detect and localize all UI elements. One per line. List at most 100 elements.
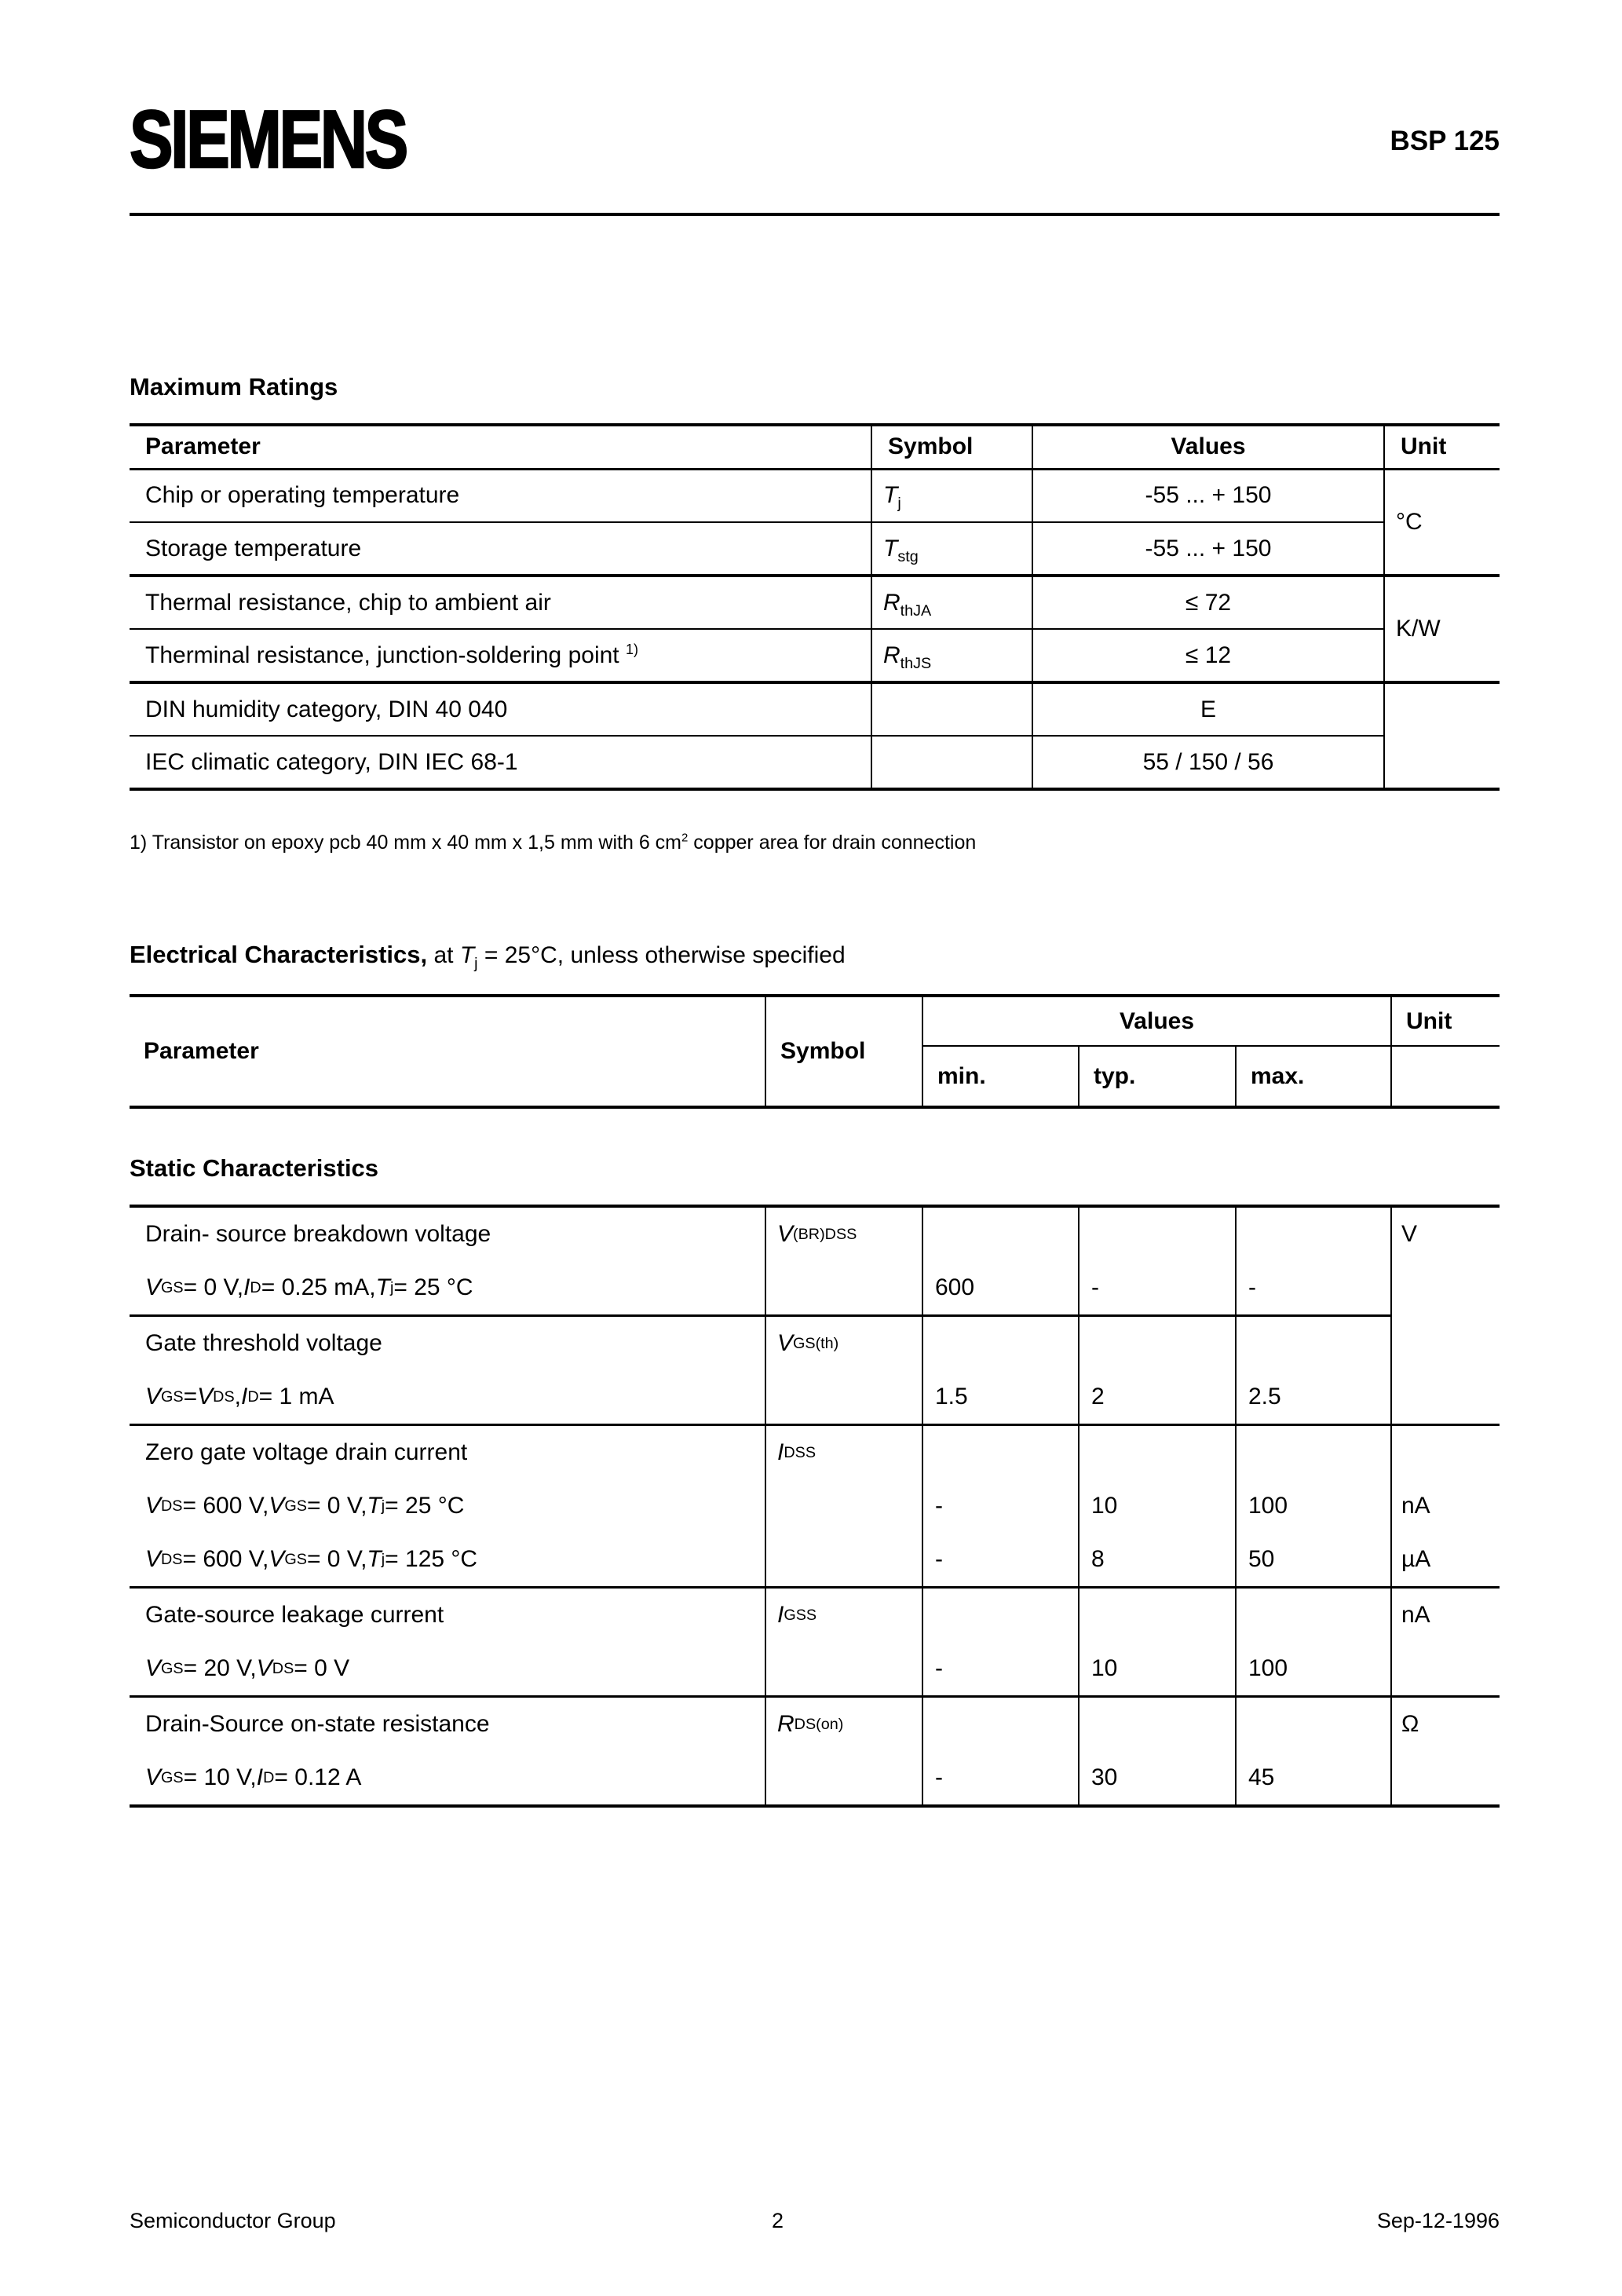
symbol-cell	[871, 735, 1032, 790]
value-cell: 55 / 150 / 56	[1032, 735, 1384, 790]
symbol-cell: Tj	[871, 469, 1032, 523]
spacer	[1080, 1208, 1235, 1261]
max-value: 100	[1248, 1493, 1288, 1519]
row-din-humidity: DIN humidity category, DIN 40 040 E	[130, 681, 1500, 790]
parameter-cell: Chip or operating temperature	[145, 482, 460, 509]
min-cell: - -	[922, 1424, 1079, 1588]
parameter-cell: Storage temperature	[130, 521, 871, 576]
spacer	[923, 1317, 1078, 1370]
symbol-cell: RthJA	[871, 574, 1032, 630]
typ-cell: 10	[1078, 1586, 1236, 1697]
typ-value: -	[1091, 1274, 1099, 1301]
typ-cell: 10 8	[1078, 1424, 1236, 1588]
min-cell: -	[922, 1695, 1079, 1807]
spacer	[923, 1698, 1078, 1751]
value-cell: E	[1032, 681, 1384, 737]
max-ratings-table: Parameter Symbol Values Unit Chip or ope…	[130, 423, 1500, 792]
unit-value: µA	[1401, 1546, 1431, 1573]
spacer	[1080, 1589, 1235, 1642]
spacer	[1237, 1208, 1390, 1261]
max-value: 2.5	[1248, 1384, 1281, 1410]
min-value: -	[935, 1764, 943, 1791]
part-number: BSP 125	[1390, 126, 1500, 156]
symbol-cell: Tstg	[871, 521, 1032, 576]
max-value: 45	[1248, 1764, 1275, 1791]
electrical-header-table: Parameter Symbol Values Unit min. typ. m…	[130, 994, 1500, 1110]
parameter-name: Gate threshold voltage	[145, 1330, 382, 1357]
footnote: 1) Transistor on epoxy pcb 40 mm x 40 mm…	[130, 831, 977, 854]
symbol-cell: R DS(on)	[765, 1695, 922, 1807]
max-cell: 2.5	[1235, 1314, 1391, 1425]
row-thermal-resistance-soldering: Therminal resistance, junction-soldering…	[130, 628, 1500, 683]
unit-cell: V	[1390, 1206, 1500, 1425]
footer-group-name: Semiconductor Group	[130, 2209, 336, 2232]
electrical-characteristics-title: Electrical Characteristics, at Tj = 25°C…	[130, 941, 1500, 971]
unit-subheader-empty	[1390, 1046, 1500, 1108]
max-cell: 45	[1235, 1695, 1391, 1807]
parameter-cell: Gate-source leakage current V GS = 20 V, …	[130, 1586, 765, 1697]
col-header-min: min.	[922, 1046, 1079, 1108]
value-cell: -55 ... + 150	[1032, 469, 1384, 523]
typ-value: 30	[1091, 1764, 1118, 1791]
electrical-header-row-2: min. typ. max.	[130, 1046, 1500, 1108]
min-value: 1.5	[935, 1384, 968, 1410]
unit-cell: Ω	[1390, 1695, 1500, 1807]
spacer	[1080, 1426, 1235, 1479]
parameter-cell: Thermal resistance, chip to ambient air	[130, 574, 871, 630]
spacer	[1237, 1426, 1390, 1479]
row-thermal-resistance-ambient: Thermal resistance, chip to ambient air …	[130, 574, 1500, 683]
unit-cell: nA µA	[1390, 1424, 1500, 1588]
col-header-parameter: Parameter	[144, 1038, 259, 1065]
siemens-logo: SIEMENS	[129, 94, 409, 185]
row-zero-gate-drain-current: Zero gate voltage drain current V DS = 60…	[130, 1424, 1500, 1588]
symbol: I GSS	[777, 1602, 817, 1629]
min-cell: 600	[922, 1206, 1079, 1316]
symbol-cell: V (BR)DSS	[765, 1206, 922, 1316]
electrical-header-row-1: Parameter Symbol Values Unit	[130, 996, 1500, 1108]
max-cell: 100 50	[1235, 1424, 1391, 1588]
spacer	[1392, 1426, 1500, 1479]
row-breakdown-voltage: Drain- source breakdown voltage V GS = 0 …	[130, 1206, 1500, 1425]
symbol: V (BR)DSS	[777, 1221, 857, 1248]
spacer	[923, 1589, 1078, 1642]
symbol: R DS(on)	[777, 1711, 844, 1738]
unit-cell: °C	[1383, 469, 1500, 576]
parameter-cell: Zero gate voltage drain current V DS = 60…	[130, 1424, 765, 1588]
col-header-symbol: Symbol	[765, 996, 922, 1108]
max-value: 100	[1248, 1655, 1288, 1682]
min-value: -	[935, 1655, 943, 1682]
unit-value: Ω	[1401, 1711, 1419, 1738]
typ-value: 2	[1091, 1384, 1105, 1410]
symbol-cell: I GSS	[765, 1586, 922, 1697]
typ-value: 8	[1091, 1546, 1105, 1573]
min-cell: 1.5	[922, 1314, 1079, 1425]
min-value: -	[935, 1493, 943, 1519]
max-value: 50	[1248, 1546, 1275, 1573]
max-value: -	[1248, 1274, 1256, 1301]
parameter-cell: DIN humidity category, DIN 40 040	[130, 681, 871, 737]
typ-cell: 2	[1078, 1314, 1236, 1425]
col-header-unit: Unit	[1390, 996, 1500, 1047]
static-characteristics-table: Drain- source breakdown voltage V GS = 0 …	[130, 1205, 1500, 1808]
unit-value: nA	[1401, 1493, 1430, 1519]
footer-date: Sep-12-1996	[1376, 2209, 1500, 2232]
header-rule	[130, 213, 1500, 217]
spacer	[923, 1208, 1078, 1261]
spacer	[1237, 1317, 1390, 1370]
parameter-cell: IEC climatic category, DIN IEC 68-1	[130, 735, 871, 790]
col-header-unit: Unit	[1383, 425, 1500, 470]
parameter-cell: Drain- source breakdown voltage V GS = 0 …	[130, 1206, 765, 1316]
row-chip-temperature: Chip or operating temperature Tj -55 ...…	[130, 469, 1500, 576]
masthead: SIEMENS BSP 125	[129, 0, 1500, 185]
max-ratings-title: Maximum Ratings	[130, 373, 338, 401]
max-ratings-header-row: Parameter Symbol Values Unit	[130, 425, 1500, 470]
footer-page-number: 2	[772, 2209, 784, 2232]
static-characteristics-title: Static Characteristics	[130, 1154, 379, 1183]
unit-value: V	[1401, 1221, 1418, 1248]
typ-value: 10	[1091, 1655, 1118, 1682]
